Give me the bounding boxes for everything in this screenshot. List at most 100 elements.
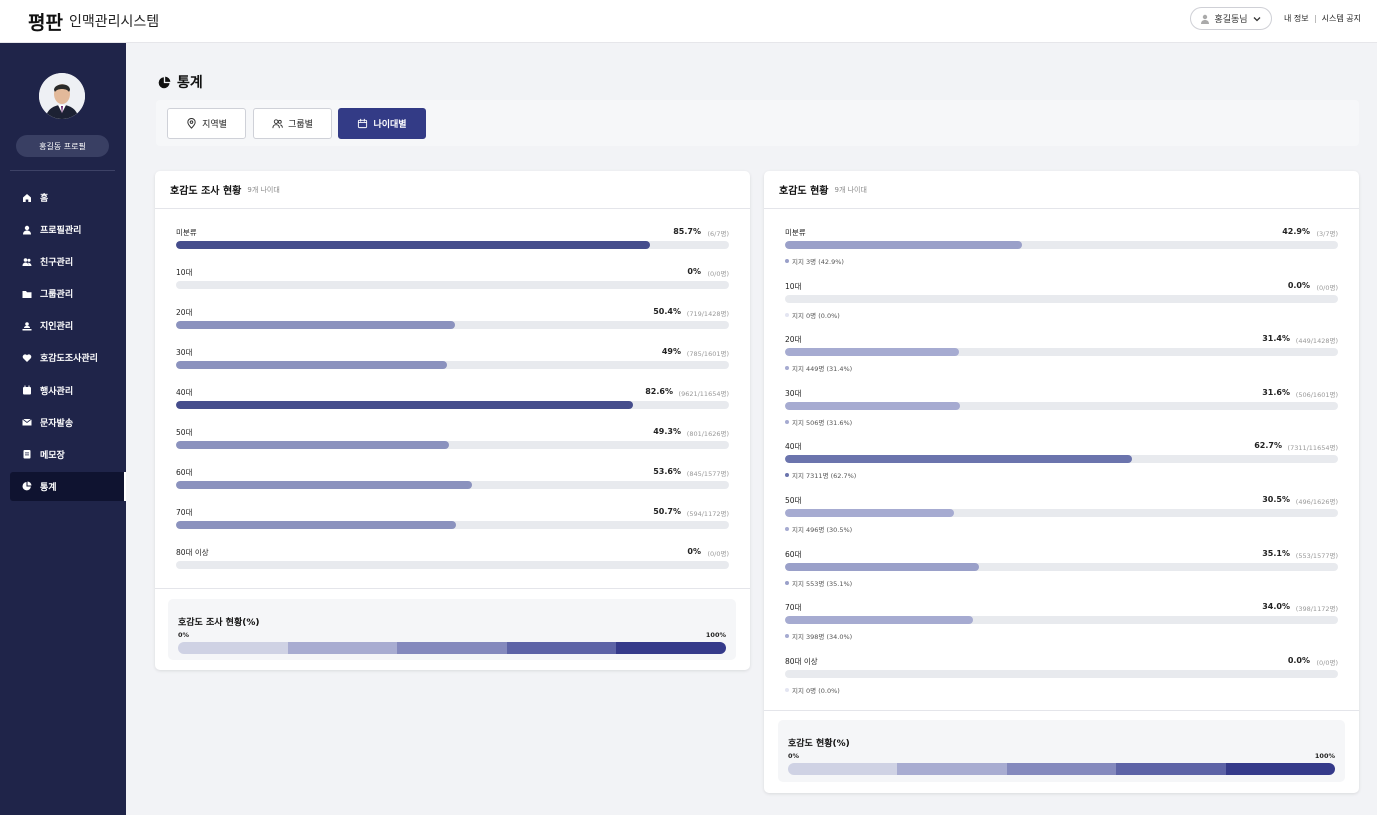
legend-dot: [785, 527, 789, 531]
progress-fill: [176, 401, 633, 409]
support-legend: 지지 7311명 (62.7%): [785, 470, 856, 480]
profile-button[interactable]: 홍길동 프로필: [16, 135, 109, 157]
row-count: (3/7명): [1316, 230, 1338, 238]
row-label: 20대: [785, 335, 802, 345]
progress-fill: [785, 348, 959, 357]
scale-bar: [788, 763, 1335, 775]
legend-dot: [785, 687, 789, 692]
row-count: (506/1601명): [1295, 390, 1338, 399]
sidebar-item-label: 호감도조사관리: [40, 354, 98, 365]
system-notice-link[interactable]: 시스템 공지: [1321, 14, 1361, 23]
home-icon: [23, 193, 31, 202]
user-icon: [1201, 14, 1210, 24]
tab-age[interactable]: 나이대별: [338, 108, 426, 139]
app-logo[interactable]: 평판: [28, 12, 63, 34]
pie-chart-icon: [158, 76, 171, 88]
support-legend: 지지 398명 (34.0%): [785, 631, 852, 641]
page-title: 통계: [158, 72, 203, 92]
row-percent: 30.5%: [1262, 495, 1290, 504]
row-percent: 31.6%: [1262, 387, 1290, 397]
favorability-status-card: 호감도 현황 9개 나이대 미분류 42.9% (3/7명) 지지 3명 (42.9%…: [764, 171, 1359, 793]
sidebar-item-label: 문자발송: [40, 418, 74, 429]
tab-group[interactable]: 그룹별: [253, 108, 332, 139]
progress-fill: [176, 521, 457, 529]
sidebar-item-friends[interactable]: 친구관리: [10, 247, 126, 276]
survey-status-card: 호감도 조사 현황 9개 나이대 미분류 85.7% (6/7명) 10대 0% (0/0…: [155, 171, 750, 670]
progress-track: [785, 294, 1338, 303]
scale-legend: 호감도 현황(%) 0% 100%: [778, 720, 1345, 782]
row-percent: 49%: [661, 347, 681, 356]
row-label: 30대: [176, 348, 193, 357]
sidebar-item-memo[interactable]: 메모장: [10, 440, 126, 469]
app-subtitle: 인맥관리시스템: [69, 14, 160, 30]
row-percent: 35.1%: [1262, 548, 1290, 558]
sidebar-item-label: 행사관리: [40, 386, 74, 397]
row-count: (801/1626명): [686, 430, 729, 438]
row-label: 80대 이상: [176, 548, 209, 557]
progress-fill: [785, 509, 954, 517]
row-count: (0/0명): [1316, 283, 1338, 292]
sidebar-item-events[interactable]: 행사관리: [10, 376, 126, 405]
sidebar-item-label: 친구관리: [40, 258, 74, 269]
sidebar-item-sms[interactable]: 문자발송: [10, 408, 126, 437]
support-legend: 지지 496명 (30.5%): [785, 524, 852, 534]
person-icon: [23, 225, 31, 235]
row-label: 30대: [785, 388, 802, 398]
support-legend: 지지 0명 (0.0%): [785, 685, 840, 695]
sidebar-item-profile[interactable]: 프로필관리: [10, 215, 126, 244]
scale-legend: 호감도 조사 현황(%) 0% 100%: [168, 599, 736, 660]
row-count: (785/1601명): [686, 350, 729, 358]
scale-title: 호감도 조사 현황(%): [178, 618, 260, 628]
calendar-icon: [23, 385, 31, 395]
user-name: 홍길동님: [1214, 15, 1248, 25]
scale-title: 호감도 현황(%): [788, 739, 850, 749]
row-count: (845/1577명): [686, 470, 729, 478]
location-icon: [187, 118, 196, 129]
sidebar-item-groups[interactable]: 그룹관리: [10, 279, 126, 308]
row-label: 10대: [176, 268, 193, 277]
support-legend: 지지 553명 (35.1%): [785, 578, 852, 588]
user-menu-button[interactable]: 홍길동님: [1190, 7, 1272, 30]
sidebar-item-survey[interactable]: 호감도조사관리: [10, 343, 126, 372]
tab-region[interactable]: 지역별: [167, 108, 246, 139]
progress-track: [176, 361, 729, 369]
tab-bar: 지역별 그룹별 나이대별: [156, 100, 1359, 146]
row-percent: 31.4%: [1262, 334, 1290, 344]
my-info-link[interactable]: 내 정보: [1284, 14, 1309, 23]
legend-text: 지지 398명 (34.0%): [792, 633, 853, 642]
row-percent: 62.7%: [1254, 441, 1282, 451]
row-count: (0/0명): [707, 270, 729, 278]
scale-segment: [616, 642, 726, 654]
progress-track: [176, 281, 729, 289]
row-percent: 0.0%: [1287, 655, 1310, 665]
row-label: 50대: [176, 428, 193, 437]
avatar[interactable]: [39, 73, 85, 119]
sidebar-item-statistics[interactable]: 통계: [10, 471, 126, 501]
legend-dot: [785, 634, 789, 639]
scale-max: 100%: [1314, 752, 1335, 760]
progress-track: [176, 481, 729, 489]
progress-track: [176, 521, 729, 529]
progress-track: [785, 455, 1338, 464]
legend-text: 지지 553명 (35.1%): [792, 579, 853, 588]
row-count: (496/1626명): [1295, 498, 1338, 506]
row-count: (7311/11654명): [1287, 444, 1338, 453]
sidebar-item-home[interactable]: 홈: [10, 183, 126, 212]
progress-fill: [785, 616, 974, 625]
sidebar-item-acquaintances[interactable]: 지인관리: [10, 311, 126, 340]
row-label: 미분류: [176, 228, 197, 237]
row-count: (0/0명): [1316, 658, 1338, 667]
row-label: 70대: [785, 603, 802, 613]
row-count: (449/1428명): [1295, 337, 1338, 346]
progress-fill: [176, 241, 650, 249]
sidebar-item-label: 그룹관리: [40, 290, 74, 301]
row-count: (553/1577명): [1295, 551, 1338, 560]
row-label: 50대: [785, 496, 802, 505]
page-title-text: 통계: [177, 75, 203, 91]
top-header: 평판 인맥관리시스템 홍길동님 내 정보 시스템 공지: [0, 0, 1377, 43]
heart-icon: [22, 354, 32, 362]
progress-track: [785, 616, 1338, 625]
contact-icon: [22, 322, 32, 331]
scale-segment: [1225, 763, 1335, 775]
legend-text: 지지 496명 (30.5%): [792, 526, 853, 534]
